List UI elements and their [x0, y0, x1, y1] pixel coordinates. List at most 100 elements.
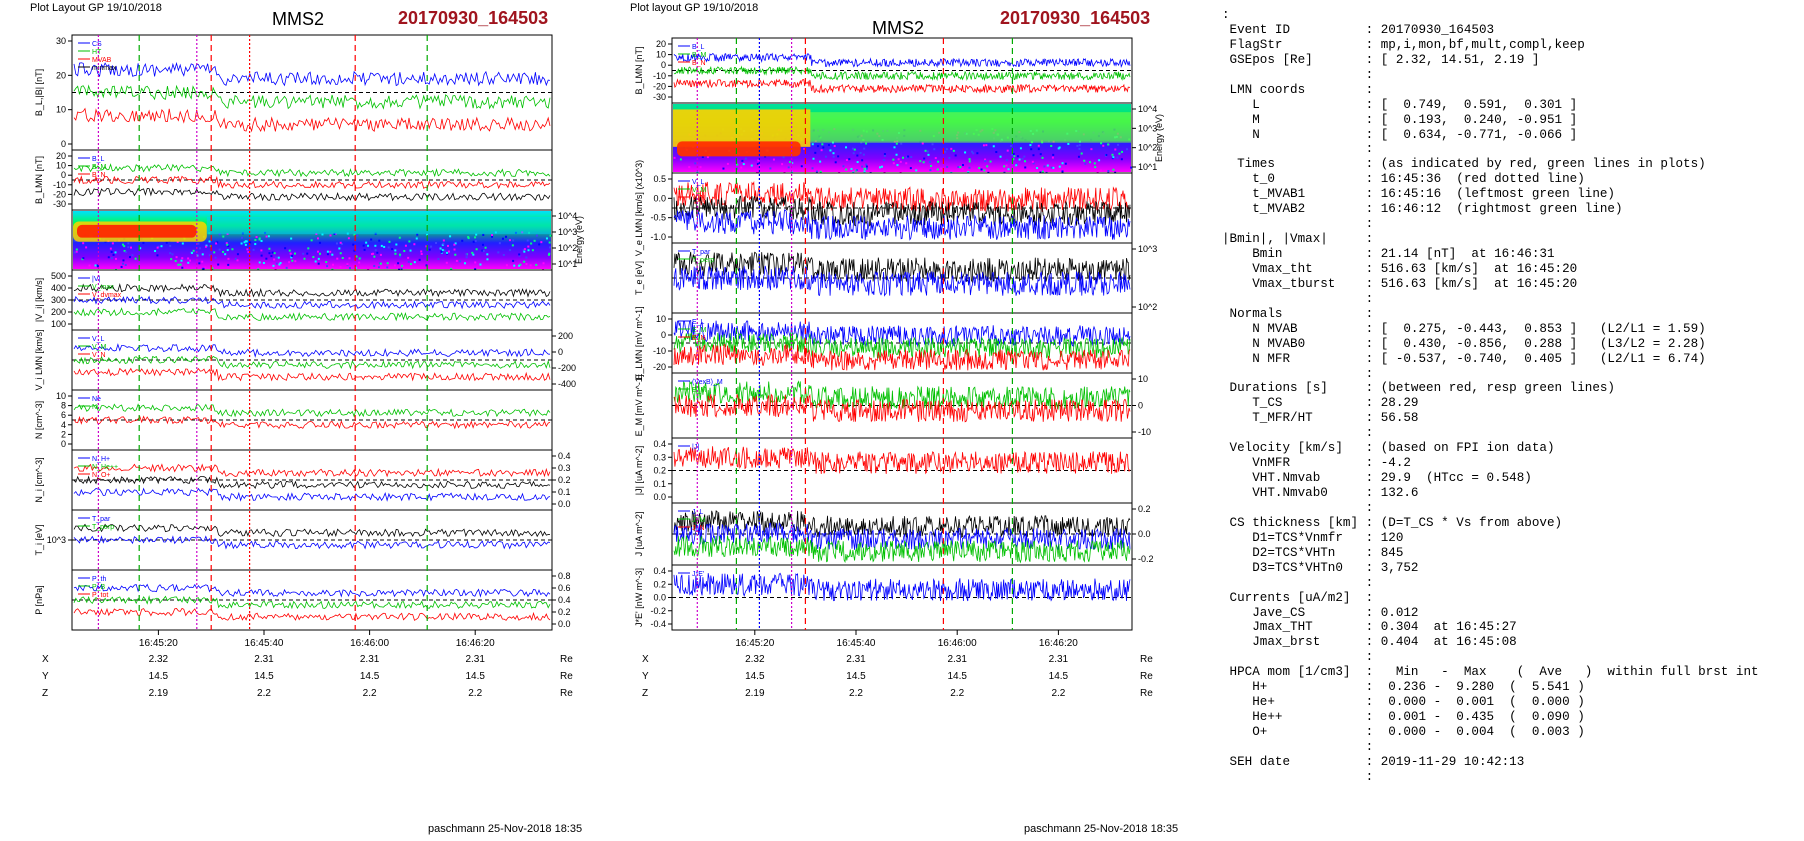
spectrogram-speck — [922, 161, 925, 164]
y-axis-label: B_L,|B| [nT] — [34, 69, 44, 116]
spectrogram-speck — [509, 249, 512, 252]
spectrogram-speck — [339, 241, 342, 244]
spectrogram-speck — [169, 244, 172, 247]
y-tick-label: 0 — [61, 439, 66, 449]
spectrogram-speck — [348, 267, 351, 270]
spectrogram-speck — [265, 257, 268, 260]
series-line — [73, 61, 551, 87]
spectrogram-speck — [1039, 171, 1042, 174]
spectrogram-speck — [363, 248, 366, 251]
spectrogram-speck — [985, 144, 988, 147]
coord-unit: Re — [1140, 671, 1153, 682]
spectrogram-speck — [511, 244, 514, 247]
coord-unit: Re — [1140, 688, 1153, 699]
spectrogram-speck — [317, 262, 320, 265]
spectrogram-speck — [472, 253, 475, 256]
spectrogram-speck — [895, 142, 898, 145]
summary-line: : — [1222, 500, 1374, 515]
spectrogram-speck — [331, 253, 334, 256]
spectrogram-speck — [254, 243, 257, 246]
spectrogram-speck — [441, 249, 444, 252]
spectrogram-speck — [226, 249, 229, 252]
y-tick-label: 0.6 — [558, 583, 571, 593]
spectrogram-speck — [995, 151, 998, 154]
spectrogram-speck — [107, 256, 110, 259]
spectrogram-speck — [449, 235, 452, 238]
legend-label: minmax — [92, 65, 117, 72]
y-tick-label: 0.2 — [653, 579, 666, 589]
spectrogram-speck — [169, 252, 172, 255]
spectrogram-speck — [181, 242, 184, 245]
spectrogram-speck — [757, 170, 760, 173]
coord-value: 2.31 — [465, 654, 485, 665]
spectrogram-speck — [425, 264, 428, 267]
spectrogram-speck — [497, 251, 500, 254]
spectrogram-speck — [347, 237, 350, 240]
spectrogram-speck — [1024, 166, 1027, 169]
panel-frame — [671, 437, 1133, 504]
left-footer: paschmann 25-Nov-2018 18:35 — [428, 823, 583, 835]
spectrogram-speck — [959, 166, 962, 169]
y-tick-label: -30 — [53, 199, 66, 209]
y-tick-label: 10^3 — [1138, 244, 1157, 254]
spectrogram-speck — [393, 264, 396, 267]
spectrogram-speck — [1061, 162, 1064, 165]
spectrogram-speck — [863, 170, 866, 173]
spectrogram-speck — [518, 264, 521, 267]
spectrogram-speck — [863, 147, 866, 150]
event-summary-text: : Event ID : 20170930_164503 FlagStr : m… — [1222, 8, 1800, 798]
spectrogram-speck — [198, 262, 201, 265]
e-band-core — [677, 141, 801, 157]
spectrogram-speck — [225, 242, 228, 245]
spectrogram-speck — [245, 240, 248, 243]
spectrogram-speck — [897, 158, 900, 161]
spectrogram-speck — [252, 248, 255, 251]
spectrogram-speck — [409, 249, 412, 252]
spectrogram-speck — [522, 248, 525, 251]
spectrogram-speck — [1012, 152, 1015, 155]
summary-line: Vmax_tht : 516.63 [km/s] at 16:45:20 — [1222, 261, 1578, 276]
series-line — [673, 180, 1131, 213]
legend-label: V_N — [692, 195, 706, 202]
spectrogram-speck — [174, 260, 177, 263]
spectrogram-speck — [386, 266, 389, 269]
y-tick-label: 0.0 — [1138, 529, 1151, 539]
y-tick-label: 20 — [56, 70, 66, 80]
spectrogram-speck — [1005, 164, 1008, 167]
series-line — [673, 380, 1131, 411]
spectrogram-speck — [240, 236, 243, 239]
spectrogram-speck — [882, 159, 885, 162]
legend-label: Ne — [92, 396, 101, 403]
y-tick-label: 100 — [51, 319, 66, 329]
spectrogram-speck — [1098, 159, 1101, 162]
spectrogram-speck — [1084, 162, 1087, 165]
series-line — [673, 251, 1131, 284]
spectrogram-speck — [548, 241, 551, 244]
spectrogram-speck — [306, 252, 309, 255]
spectrogram-speck — [961, 167, 964, 170]
spectrogram-speck — [459, 260, 462, 263]
spectrogram-speck — [527, 249, 530, 252]
y-tick-label: -20 — [653, 362, 666, 372]
spectrogram-speck — [1112, 168, 1115, 171]
summary-line: : — [1222, 291, 1374, 306]
spectrogram-speck — [694, 162, 697, 165]
y-tick-label: 0.0 — [653, 492, 666, 502]
summary-line: : — [1222, 426, 1374, 441]
spectrogram-speck — [1037, 144, 1040, 147]
summary-line: N MFR : [ -0.537, -0.740, 0.405 ] (L2/L1… — [1222, 351, 1706, 366]
spectrogram-speck — [983, 169, 986, 172]
y-axis-label: E_LMN [mV m^-1] — [634, 306, 644, 379]
spectrogram-speck — [289, 252, 292, 255]
coord-value: 2.2 — [257, 688, 271, 699]
spectrogram-speck — [354, 266, 357, 269]
spectrogram-speck — [504, 235, 507, 238]
spectrogram-speck — [1094, 166, 1097, 169]
coord-label: Z — [42, 688, 48, 699]
spectrogram-speck — [811, 167, 814, 170]
spectrogram-speck — [1016, 155, 1019, 158]
